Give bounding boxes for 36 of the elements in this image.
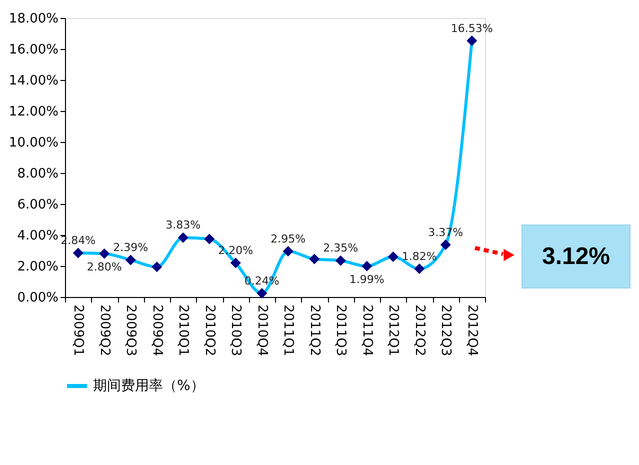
y-tick-label: 0.00% — [17, 290, 58, 306]
x-tick-label: 2012Q1 — [386, 304, 401, 356]
x-tick-label: 2010Q1 — [176, 304, 191, 356]
x-tick-label: 2011Q3 — [333, 304, 348, 356]
x-tick-label: 2012Q3 — [438, 304, 454, 356]
y-tick-label: 6.00% — [17, 198, 58, 212]
x-tick-label: 2012Q4 — [464, 304, 480, 356]
x-tick-label: 2011Q1 — [280, 304, 296, 356]
data-label: 3.83% — [166, 218, 201, 232]
x-tick-label: 2010Q2 — [202, 304, 217, 356]
y-tick-label: 4.00% — [17, 228, 58, 244]
x-tick-label: 2009Q3 — [123, 304, 138, 356]
x-tick-label: 2011Q4 — [359, 304, 374, 356]
x-tick-label: 2010Q4 — [254, 304, 270, 356]
data-label: 1.99% — [349, 273, 384, 286]
y-tick-label: 14.00% — [8, 74, 58, 88]
y-tick-label: 10.00% — [8, 136, 58, 150]
x-tick-label: 2012Q2 — [412, 304, 427, 356]
y-tick-label: 2.00% — [17, 260, 58, 274]
y-tick-label: 8.00% — [17, 166, 58, 182]
data-label: 2.35% — [323, 242, 358, 255]
y-tick-label: 16.00% — [8, 42, 58, 58]
x-tick-label: 2009Q1 — [70, 304, 86, 356]
x-tick-label: 2009Q2 — [96, 304, 112, 356]
data-label: 2.39% — [113, 240, 148, 254]
text: 3.12% — [542, 243, 610, 270]
y-tick-label: 12.00% — [8, 104, 58, 120]
data-label: 2.95% — [270, 232, 306, 246]
x-tick-label: 2009Q4 — [149, 304, 164, 356]
x-tick-label: 2011Q2 — [306, 304, 322, 356]
x-tick-label: 2010Q3 — [228, 304, 244, 356]
data-label: 1.82% — [402, 250, 437, 263]
y-tick-label: 18.00% — [8, 12, 58, 26]
data-label: 2.80% — [86, 260, 122, 274]
data-label: 16.53% — [450, 22, 493, 35]
legend-label: 期间费用率（%） — [93, 378, 204, 394]
